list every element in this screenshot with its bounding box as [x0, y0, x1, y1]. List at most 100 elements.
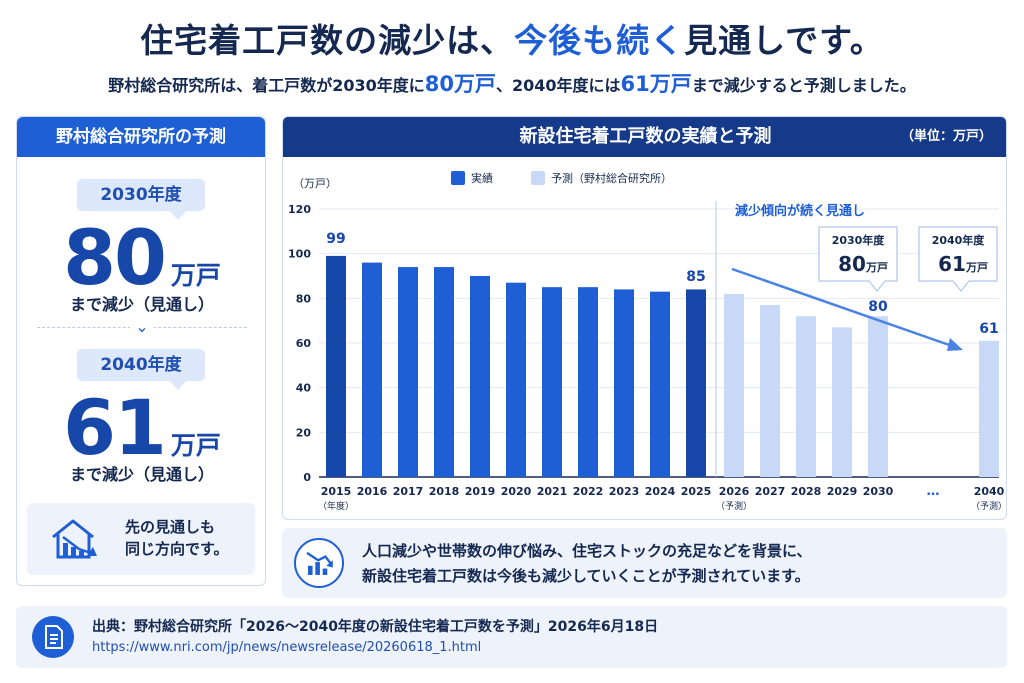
- big-value-2040-unit: 万戸: [170, 431, 221, 460]
- page-title-part1: 住宅着工戸数の減少は、: [140, 21, 515, 60]
- big-value-2030-number: 80: [63, 213, 167, 302]
- x-tick-label: 2028: [791, 485, 822, 498]
- source-url-link[interactable]: https://www.nri.com/jp/news/newsrelease/…: [92, 640, 482, 655]
- y-tick-label: 40: [296, 382, 312, 395]
- bar-2026: [724, 293, 744, 477]
- callout-year-2040: 2040年度: [932, 233, 986, 247]
- x-tick-label: 2015: [321, 485, 352, 498]
- x-tick-sublabel: （予測）: [716, 500, 752, 512]
- y-tick-label: 120: [288, 203, 311, 216]
- data-label-2015: 99: [326, 231, 345, 247]
- chevron-down-icon: ⌄: [130, 315, 154, 339]
- x-tick-label: 2017: [393, 485, 424, 498]
- bar-2016: [362, 262, 382, 477]
- bar-2018: [434, 267, 454, 477]
- bar-2028: [796, 316, 816, 477]
- outlook-note-line2: 同じ方向です。: [125, 540, 229, 558]
- y-tick-label: 0: [303, 471, 311, 484]
- subtitle-text-2: 、2040年度には: [495, 76, 621, 95]
- trend-annotation: 減少傾向が続く見通し: [735, 203, 865, 219]
- source-citation: 出典：野村総合研究所「2026〜2040年度の新設住宅着工戸数を予測」2026年…: [16, 606, 1007, 668]
- y-tick-label: 80: [296, 292, 312, 305]
- chart-header: 新設住宅着工戸数の実績と予測 （単位：万戸）: [283, 117, 1006, 157]
- legend-label-forecast: 予測（野村総合研究所）: [551, 171, 672, 185]
- big-value-2040: 61 万戸: [17, 383, 267, 472]
- x-tick-label: 2026: [719, 485, 750, 498]
- bar-2024: [650, 291, 670, 477]
- x-tick-label: 2030: [863, 485, 894, 498]
- bar-2015: [326, 255, 346, 477]
- page-subtitle: 野村総合研究所は、着工戸数が2030年度に80万戸、2040年度には61万戸まで…: [0, 68, 1024, 98]
- bar-2030: [868, 316, 888, 477]
- subtitle-text-1: 野村総合研究所は、着工戸数が2030年度に: [108, 76, 425, 95]
- year-bubble-2040: 2040年度: [77, 349, 205, 390]
- x-tick-label: 2025: [681, 485, 712, 498]
- x-tick-label: 2040: [974, 485, 1005, 498]
- trend-arrow-line: [731, 267, 956, 349]
- x-tick-label: 2019: [465, 485, 496, 498]
- chart-title: 新設住宅着工戸数の実績と予測: [519, 126, 772, 147]
- year-bubble-2030: 2030年度: [77, 179, 205, 220]
- page-title: 住宅着工戸数の減少は、今後も続く見通しです。: [0, 14, 1024, 62]
- forecast-summary-title: 野村総合研究所の予測: [17, 117, 265, 157]
- callout-box-2030: [818, 226, 898, 292]
- x-tick-label: 2020: [501, 485, 532, 498]
- bar-2029: [832, 327, 852, 477]
- bar-2022: [578, 287, 598, 477]
- bar-2023: [614, 289, 634, 477]
- subtitle-text-3: まで減少すると予測しました。: [691, 76, 916, 95]
- outlook-note: 先の見通しも 同じ方向です。: [27, 503, 255, 575]
- legend-swatch-actual: [451, 171, 465, 185]
- callout-value-2040: 61: [938, 252, 966, 276]
- bar-2020: [506, 282, 526, 477]
- page-title-accent: 今後も続く: [514, 21, 685, 60]
- source-text: 出典：野村総合研究所「2026〜2040年度の新設住宅着工戸数を予測」2026年…: [92, 619, 659, 635]
- y-axis-label: （万戸）: [293, 177, 337, 190]
- data-label-2025: 85: [686, 269, 705, 285]
- caption-2030: まで減少（見通し）: [69, 295, 214, 314]
- summary-message-text: 人口減少や世帯数の伸び悩み、住宅ストックの充足などを背景に、 新設住宅着工戸数は…: [362, 539, 812, 589]
- callout-unit-2040: 万戸: [965, 261, 988, 274]
- x-tick-label: 2024: [645, 485, 676, 498]
- bar-2021: [542, 287, 562, 477]
- x-tick-label: 2027: [755, 485, 786, 498]
- chart-unit: （単位：万戸）: [900, 129, 992, 144]
- house-chart-down-icon: [52, 519, 97, 559]
- subtitle-number-2: 61万戸: [620, 72, 692, 96]
- document-icon: [32, 616, 74, 658]
- x-tick-label: 2016: [357, 485, 388, 498]
- y-tick-label: 100: [288, 248, 311, 261]
- caption-2040: まで減少（見通し）: [69, 465, 214, 484]
- y-tick-label: 20: [296, 426, 312, 439]
- outlook-note-text: 先の見通しも 同じ方向です。: [125, 516, 229, 560]
- x-tick-label: 2022: [573, 485, 604, 498]
- summary-message-line2: 新設住宅着工戸数は今後も減少していくことが予測されています。: [362, 567, 810, 585]
- y-tick-label: 60: [296, 337, 312, 350]
- trend-arrow-head: [947, 338, 963, 351]
- data-label-2030: 80: [868, 299, 888, 315]
- callout-unit-2030: 万戸: [865, 261, 888, 274]
- big-value-2030: 80 万戸: [17, 213, 267, 302]
- big-value-2030-unit: 万戸: [170, 261, 221, 290]
- chart-down-icon: [294, 538, 344, 588]
- bar-2017: [398, 267, 418, 477]
- outlook-note-line1: 先の見通しも: [125, 518, 216, 536]
- x-tick-label: 2029: [827, 485, 858, 498]
- x-tick-label: 2021: [537, 485, 568, 498]
- x-tick-sublabel: （年度）: [318, 500, 354, 512]
- legend-label-actual: 実績: [471, 171, 493, 185]
- x-tick-label: 2023: [609, 485, 640, 498]
- bar-2025: [686, 289, 706, 477]
- x-axis-ellipsis: …: [927, 484, 940, 499]
- data-label-2040: 61: [979, 321, 998, 337]
- callout-box-2040: [918, 226, 998, 292]
- bar-2019: [470, 276, 490, 477]
- bar-2040: [979, 340, 999, 477]
- bar-2027: [760, 305, 780, 477]
- chart-panel: 新設住宅着工戸数の実績と予測 （単位：万戸） （万戸） 0 20 40 60 80 100 1…: [282, 116, 1007, 520]
- x-tick-label: 2018: [429, 485, 460, 498]
- page-title-part2: 見通しです。: [684, 21, 884, 60]
- summary-message-line1: 人口減少や世帯数の伸び悩み、住宅ストックの充足などを背景に、: [362, 542, 812, 560]
- legend-swatch-forecast: [531, 171, 545, 185]
